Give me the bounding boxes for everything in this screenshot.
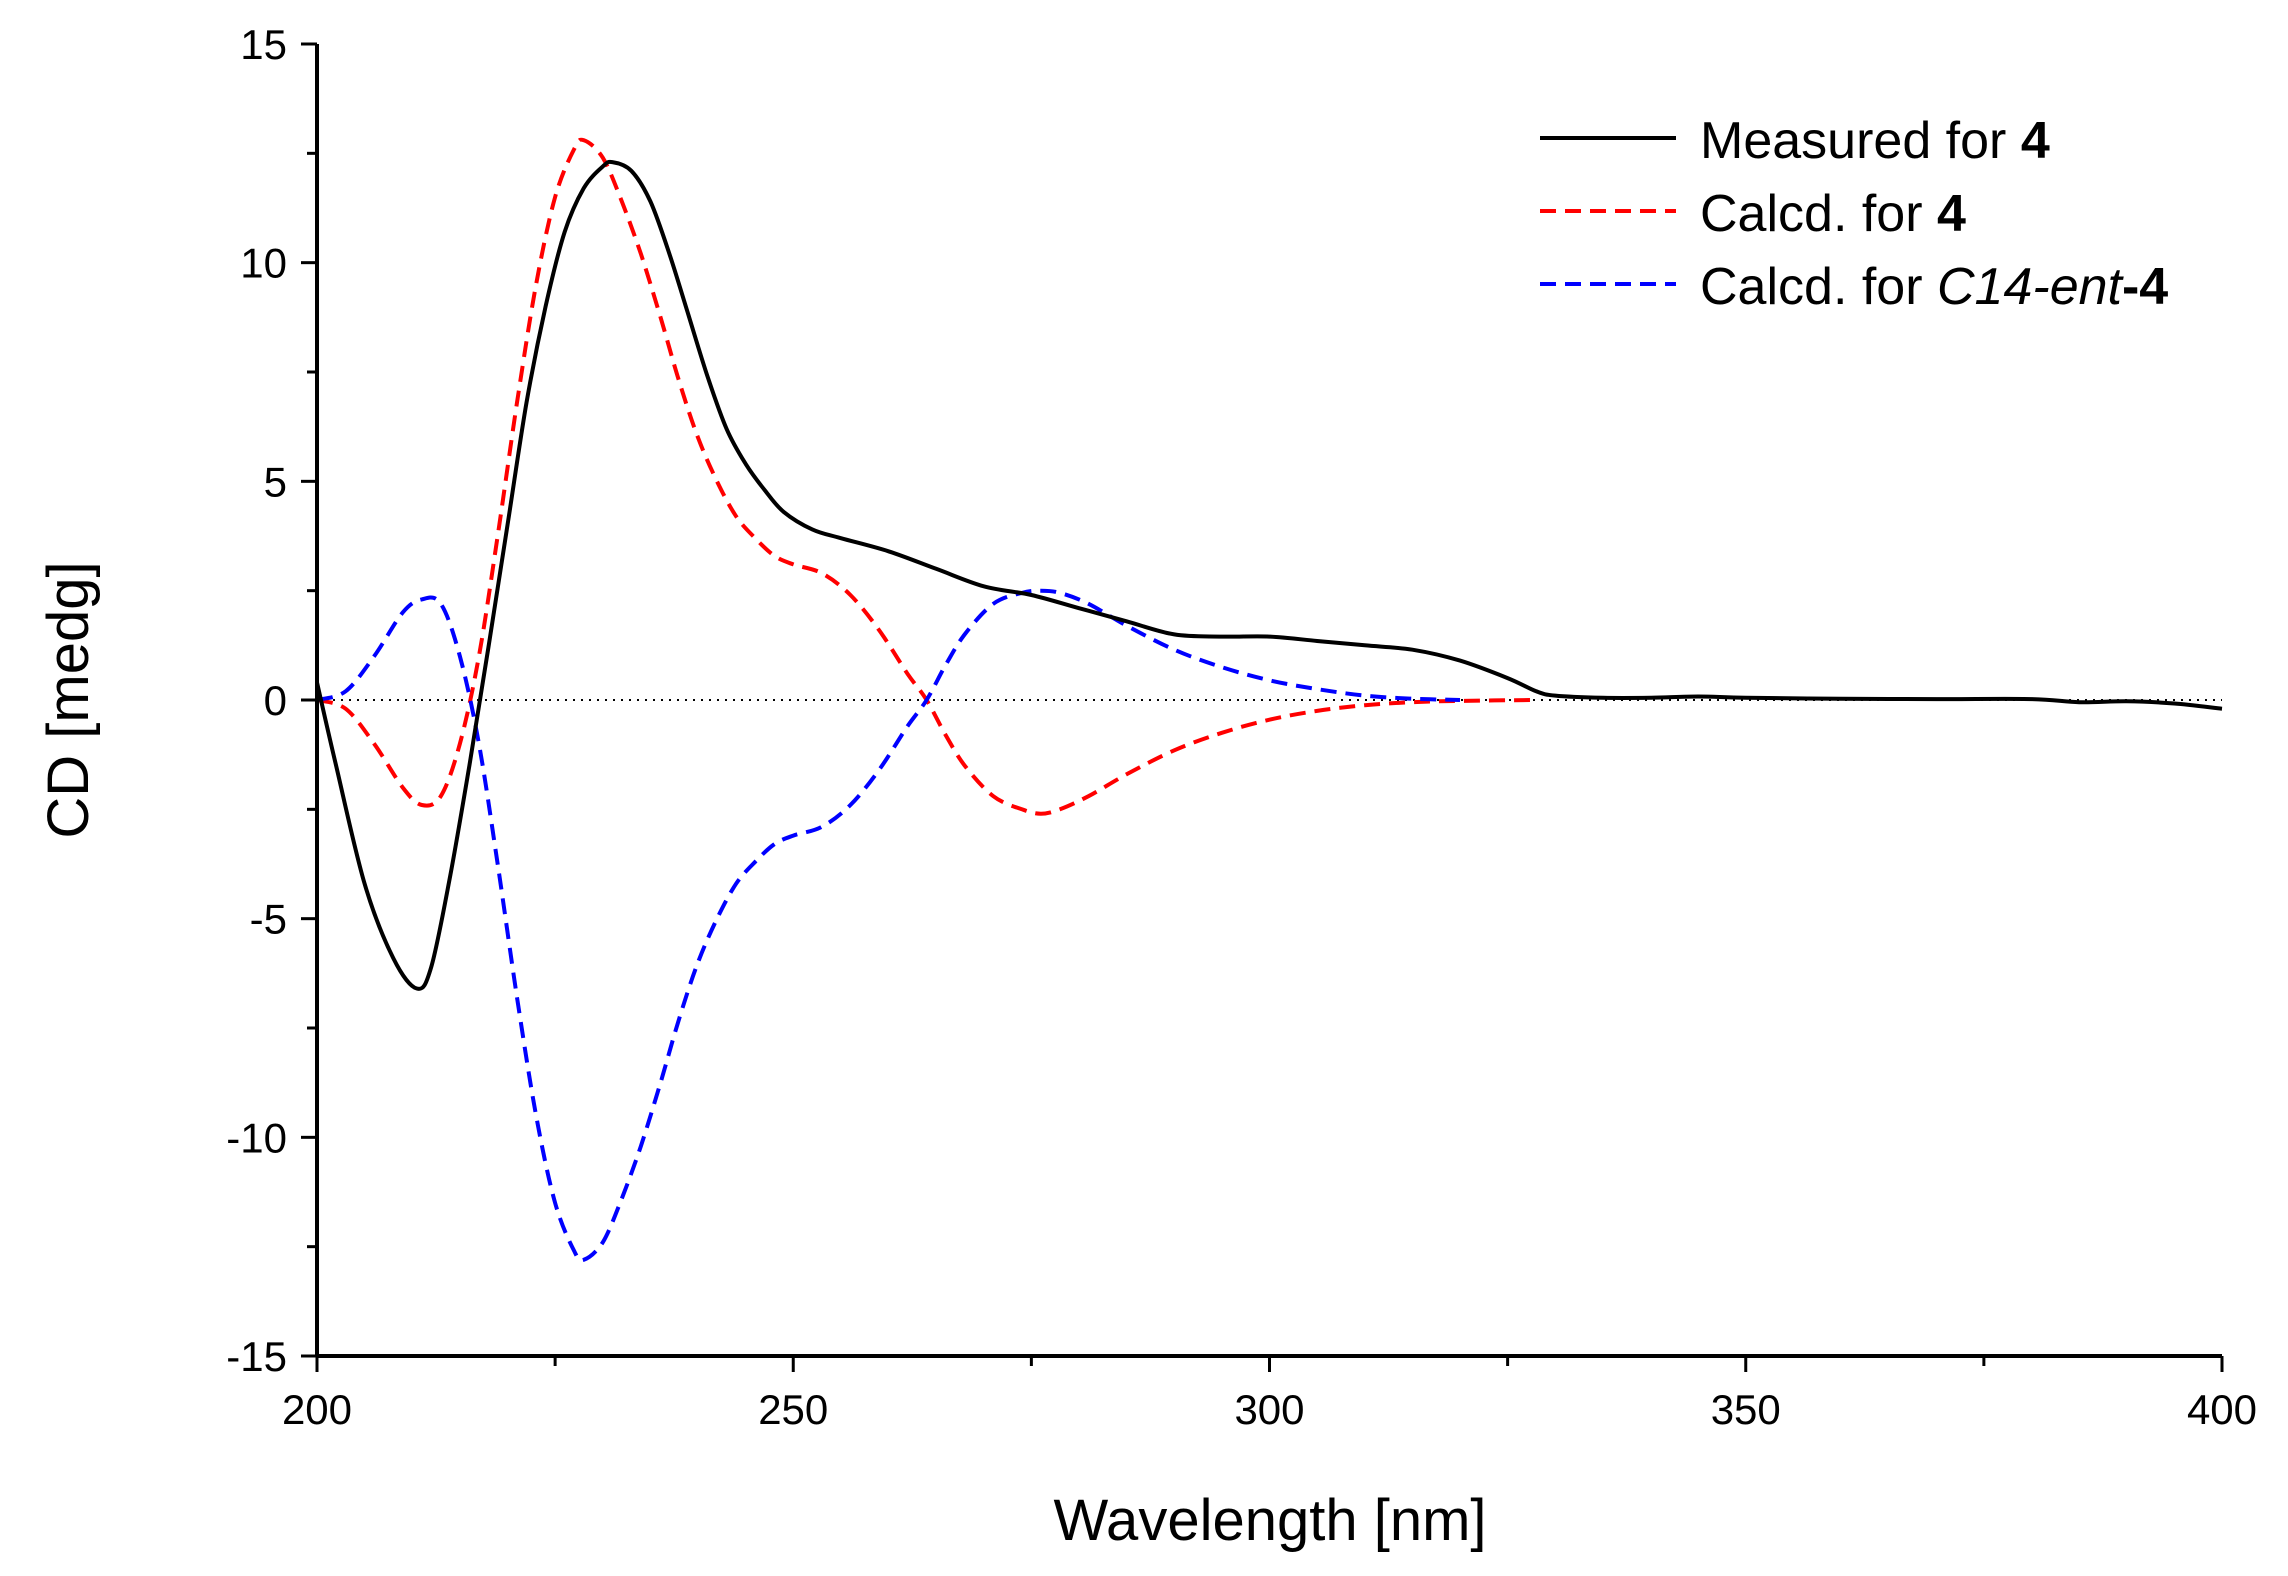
series-line-calcd-for-c14-ent-4 (316, 588, 1461, 1263)
y-tick-label--5: -5 (250, 896, 287, 943)
y-tick-label--15: -15 (226, 1333, 287, 1380)
legend-label-part: -4 (2122, 258, 2168, 316)
y-tick-label-15: 15 (240, 21, 287, 68)
y-tick-label-10: 10 (240, 240, 287, 287)
legend-label-measured-for-4: Measured for 4 (1700, 112, 2050, 170)
legend-label-calcd-for-c14-ent-4: Calcd. for C14-ent-4 (1700, 258, 2168, 316)
y-tick-label-0: 0 (264, 677, 287, 724)
legend-label-part: 4 (1937, 185, 1966, 243)
x-axis-title: Wavelength [nm] (1053, 1488, 1486, 1553)
series-line-calcd-for-4 (316, 137, 1537, 816)
plot-lines (315, 137, 2223, 1263)
x-tick-label-250: 250 (758, 1386, 828, 1433)
legend-label-part: Calcd. for (1700, 185, 1937, 243)
legend-label-calcd-for-4: Calcd. for 4 (1700, 185, 1966, 243)
x-tick-label-350: 350 (1711, 1386, 1781, 1433)
x-tick-label-400: 400 (2187, 1386, 2257, 1433)
legend-label-part: 4 (2021, 112, 2050, 170)
legend-label-part: Calcd. for (1700, 258, 1937, 316)
series-line-measured-for-4 (315, 159, 2223, 991)
y-axis-title: CD [medg] (36, 561, 101, 838)
y-tick-label-5: 5 (264, 458, 287, 505)
x-tick-label-300: 300 (1234, 1386, 1304, 1433)
x-tick-label-200: 200 (282, 1386, 352, 1433)
legend-label-part: Measured for (1700, 112, 2021, 170)
y-tick-label--10: -10 (226, 1114, 287, 1161)
legend-label-part: C14-ent (1937, 258, 2125, 316)
ticks: 200 250 300 350 400 -15 -10 -5 0 5 10 15 (226, 21, 2257, 1433)
